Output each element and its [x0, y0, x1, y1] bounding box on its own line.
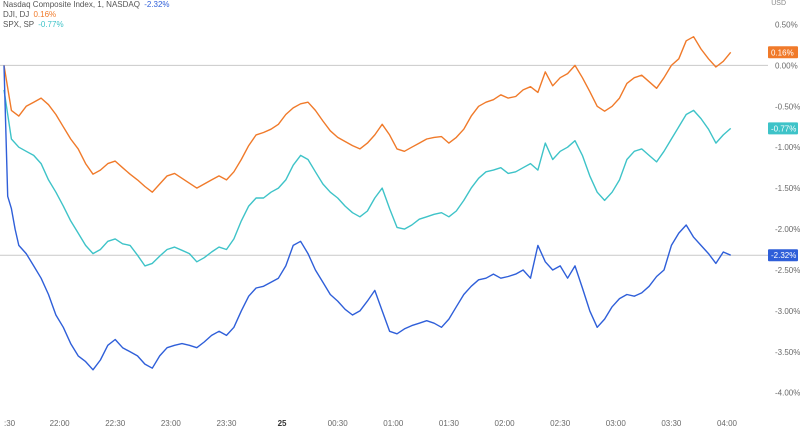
x-tick-label: 23:30	[216, 419, 237, 428]
y-tick-label: 0.00%	[775, 61, 798, 70]
y-tick-label: -1.50%	[775, 184, 800, 193]
y-axis-unit: USD	[771, 0, 786, 7]
legend-item-nasdaq[interactable]: Nasdaq Composite Index, 1, NASDAQ -2.32%	[3, 0, 170, 10]
legend-value-spx: -0.77%	[38, 20, 64, 29]
last-value-labels: 0.16% -0.77% -2.32%	[768, 46, 798, 262]
legend-name-spx: SPX, SP	[3, 20, 34, 29]
legend-name-nasdaq: Nasdaq Composite Index, 1, NASDAQ	[3, 0, 140, 9]
x-tick-label: 23:00	[161, 419, 182, 428]
series-line-spx[interactable]	[3, 89, 732, 267]
series-lines	[3, 36, 732, 371]
x-tick-label: 00:30	[328, 419, 349, 428]
reference-lines	[0, 64, 768, 256]
x-tick-label: 02:30	[550, 419, 571, 428]
x-tick-label: 22:00	[50, 419, 71, 428]
y-tick-label: -2.50%	[775, 266, 800, 275]
x-tick-label: :30	[4, 419, 16, 428]
x-tick-label: 01:30	[439, 419, 460, 428]
y-tick-label: -4.00%	[775, 389, 800, 398]
x-tick-label: 03:30	[661, 419, 682, 428]
legend-value-dji: 0.16%	[33, 10, 57, 19]
y-axis: 0.50% 0.00% -0.50% -1.00% -1.50% -2.00% -2.50%…	[775, 20, 800, 397]
last-value-badge-spx: -0.77%	[768, 122, 798, 135]
y-tick-label: -1.00%	[775, 143, 800, 152]
y-tick-label: -0.50%	[775, 102, 800, 111]
legend-value-nasdaq: -2.32%	[144, 0, 170, 9]
x-tick-label: 02:00	[495, 419, 516, 428]
y-tick-label: -2.00%	[775, 225, 800, 234]
last-value-badge-dji: 0.16%	[768, 46, 798, 59]
last-value-label-nasdaq: -2.32%	[771, 251, 796, 260]
y-tick-label: -3.00%	[775, 307, 800, 316]
legend-item-spx[interactable]: SPX, SP -0.77%	[3, 20, 170, 30]
x-tick-label: 22:30	[105, 419, 126, 428]
x-tick-label: 04:00	[717, 419, 738, 428]
y-tick-label: 0.50%	[775, 20, 798, 29]
legend-item-dji[interactable]: DJI, DJ 0.16%	[3, 10, 170, 20]
x-axis: :30 22:00 22:30 23:00 23:30 25 00:30 01:00 01:30…	[4, 419, 738, 428]
last-value-label-dji: 0.16%	[771, 48, 794, 57]
series-line-dji[interactable]	[3, 36, 732, 193]
last-value-badge-nasdaq: -2.32%	[768, 249, 798, 262]
x-tick-label: 25	[278, 419, 287, 428]
series-line-nasdaq[interactable]	[3, 65, 731, 371]
x-tick-label: 01:00	[383, 419, 404, 428]
chart-legend: Nasdaq Composite Index, 1, NASDAQ -2.32%…	[3, 0, 170, 30]
y-tick-label: -3.50%	[775, 348, 800, 357]
legend-name-dji: DJI, DJ	[3, 10, 30, 19]
last-value-label-spx: -0.77%	[771, 124, 796, 133]
x-tick-label: 03:00	[606, 419, 627, 428]
